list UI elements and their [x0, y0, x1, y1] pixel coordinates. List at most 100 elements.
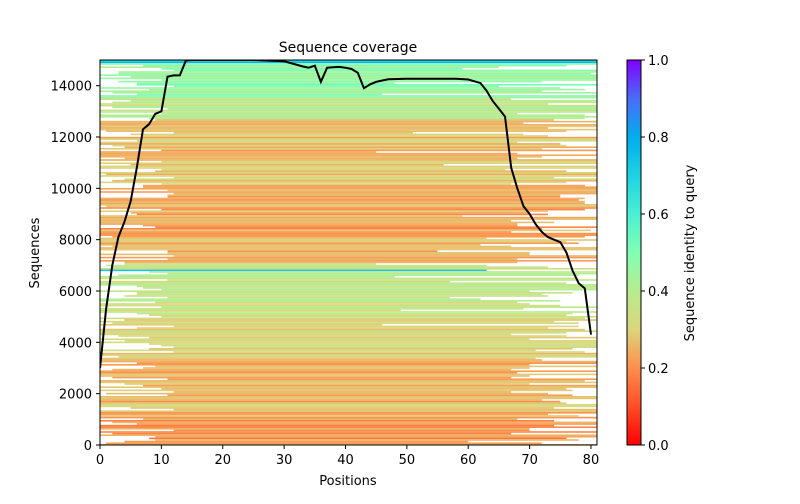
heatmap-row	[143, 186, 597, 188]
heatmap-row	[149, 271, 597, 273]
heatmap-row	[100, 143, 561, 145]
heatmap-row	[167, 250, 438, 252]
x-tick-label: 0	[96, 453, 104, 468]
heatmap-row	[167, 252, 530, 254]
heatmap-row	[100, 172, 597, 174]
heatmap-row	[100, 415, 579, 417]
heatmap-row	[136, 423, 597, 425]
coverage-heatmap	[100, 60, 597, 445]
x-tick-label: 50	[399, 453, 416, 468]
heatmap-row	[100, 156, 542, 158]
heatmap-row	[112, 376, 512, 379]
heatmap-row	[100, 399, 542, 401]
colorbar-tick-label: 0.8	[648, 131, 669, 146]
heatmap-row	[161, 160, 597, 163]
colorbar-tick-label: 0.6	[648, 208, 669, 223]
heatmap-row	[112, 421, 597, 424]
x-tick-label: 80	[583, 453, 600, 468]
heatmap-row	[136, 84, 597, 86]
heatmap-row	[130, 164, 444, 166]
x-tick-label: 60	[460, 453, 477, 468]
heatmap-row	[100, 167, 597, 169]
heatmap-row	[143, 184, 585, 187]
x-tick-label: 40	[337, 453, 354, 468]
heatmap-row	[100, 320, 555, 323]
heatmap-row	[100, 359, 542, 361]
heatmap-row	[100, 317, 585, 320]
heatmap-row	[100, 127, 548, 129]
heatmap-row	[100, 330, 597, 332]
heatmap-row	[100, 122, 524, 124]
heatmap-row	[100, 290, 530, 292]
heatmap-row	[155, 436, 597, 438]
heatmap-row	[100, 431, 597, 433]
heatmap-row	[112, 180, 597, 182]
heatmap-row	[100, 370, 597, 372]
heatmap-row	[130, 133, 524, 136]
heatmap-row	[136, 293, 542, 296]
heatmap-row	[100, 104, 597, 107]
heatmap-row	[173, 132, 413, 134]
heatmap-row	[100, 304, 561, 307]
heatmap-row	[100, 199, 579, 201]
colorbar	[626, 59, 642, 446]
heatmap-row	[124, 440, 469, 443]
heatmap-row	[100, 125, 597, 128]
heatmap-row	[143, 384, 597, 387]
heatmap-row	[161, 208, 585, 211]
heatmap-row	[136, 82, 395, 84]
heatmap-row	[167, 394, 573, 396]
heatmap-row	[100, 231, 512, 233]
heatmap-row	[100, 63, 597, 65]
heatmap-row	[149, 343, 597, 345]
heatmap-row	[143, 135, 548, 137]
heatmap-row	[167, 196, 561, 198]
heatmap-row	[124, 295, 548, 297]
heatmap-row	[100, 260, 597, 262]
heatmap-row	[118, 335, 567, 337]
heatmap-row	[100, 228, 542, 230]
heatmap-row	[100, 269, 487, 272]
heatmap-row	[143, 64, 567, 67]
heatmap-row	[100, 424, 555, 427]
heatmap-row	[100, 426, 597, 428]
heatmap-row	[155, 439, 579, 441]
heatmap-row	[106, 205, 597, 208]
heatmap-row	[136, 327, 549, 329]
heatmap-row	[100, 207, 597, 209]
heatmap-row	[130, 76, 597, 78]
heatmap-row	[100, 256, 597, 259]
heatmap-row	[100, 428, 530, 430]
y-tick-label: 14000	[51, 80, 92, 95]
heatmap-row	[100, 188, 597, 190]
heatmap-row	[100, 349, 536, 352]
heatmap-row	[161, 316, 597, 318]
heatmap-row	[124, 383, 530, 385]
heatmap-row	[155, 226, 597, 228]
heatmap-row	[100, 232, 597, 235]
heatmap-row	[112, 245, 512, 248]
heatmap-row	[161, 79, 597, 81]
heatmap-row	[124, 319, 597, 321]
heatmap-row	[161, 388, 567, 390]
heatmap-row	[155, 170, 567, 172]
heatmap-row	[118, 274, 579, 276]
heatmap-row	[161, 306, 597, 308]
heatmap-row	[100, 280, 450, 283]
chart-title: Sequence coverage	[279, 40, 418, 56]
heatmap-row	[149, 437, 567, 440]
x-axis-ticks: 0 10 20 30 40 50 60 70 80	[96, 445, 599, 468]
heatmap-row	[100, 404, 597, 406]
heatmap-row	[100, 372, 518, 374]
x-tick-label: 70	[521, 453, 538, 468]
heatmap-row	[149, 117, 585, 120]
heatmap-row	[100, 308, 524, 310]
heatmap-row	[100, 159, 597, 161]
heatmap-row	[167, 279, 597, 281]
heatmap-row	[173, 85, 499, 88]
heatmap-row	[100, 311, 597, 313]
heatmap-row	[100, 410, 597, 412]
heatmap-row	[106, 442, 542, 444]
heatmap-row	[161, 149, 597, 152]
